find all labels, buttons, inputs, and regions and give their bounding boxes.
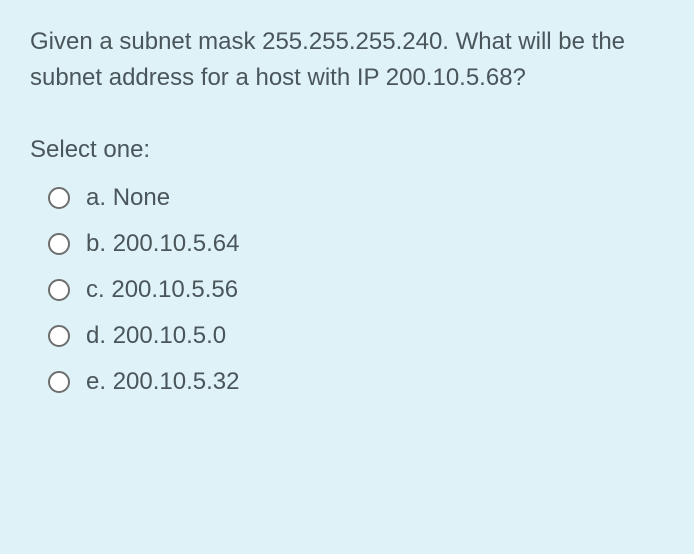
option-label: b. 200.10.5.64 xyxy=(86,230,239,258)
option-c[interactable]: c. 200.10.5.56 xyxy=(48,276,664,304)
option-label: e. 200.10.5.32 xyxy=(86,368,239,396)
option-label: a. None xyxy=(86,184,170,212)
option-label: c. 200.10.5.56 xyxy=(86,276,238,304)
option-letter: c. xyxy=(86,276,105,303)
radio-icon[interactable] xyxy=(48,325,70,347)
option-text: 200.10.5.56 xyxy=(111,276,238,303)
option-b[interactable]: b. 200.10.5.64 xyxy=(48,230,664,258)
option-letter: e. xyxy=(86,368,106,395)
option-text: 200.10.5.32 xyxy=(113,368,240,395)
option-d[interactable]: d. 200.10.5.0 xyxy=(48,322,664,350)
options-group: a. None b. 200.10.5.64 c. 200.10.5.56 d.… xyxy=(30,184,664,396)
radio-icon[interactable] xyxy=(48,233,70,255)
radio-icon[interactable] xyxy=(48,187,70,209)
radio-icon[interactable] xyxy=(48,371,70,393)
option-letter: d. xyxy=(86,322,106,349)
option-letter: a. xyxy=(86,184,106,211)
option-a[interactable]: a. None xyxy=(48,184,664,212)
option-label: d. 200.10.5.0 xyxy=(86,322,226,350)
option-letter: b. xyxy=(86,230,106,257)
option-text: 200.10.5.0 xyxy=(113,322,226,349)
option-text: 200.10.5.64 xyxy=(113,230,240,257)
option-text: None xyxy=(113,184,170,211)
option-e[interactable]: e. 200.10.5.32 xyxy=(48,368,664,396)
question-text: Given a subnet mask 255.255.255.240. Wha… xyxy=(30,24,664,96)
radio-icon[interactable] xyxy=(48,279,70,301)
select-prompt: Select one: xyxy=(30,136,664,164)
